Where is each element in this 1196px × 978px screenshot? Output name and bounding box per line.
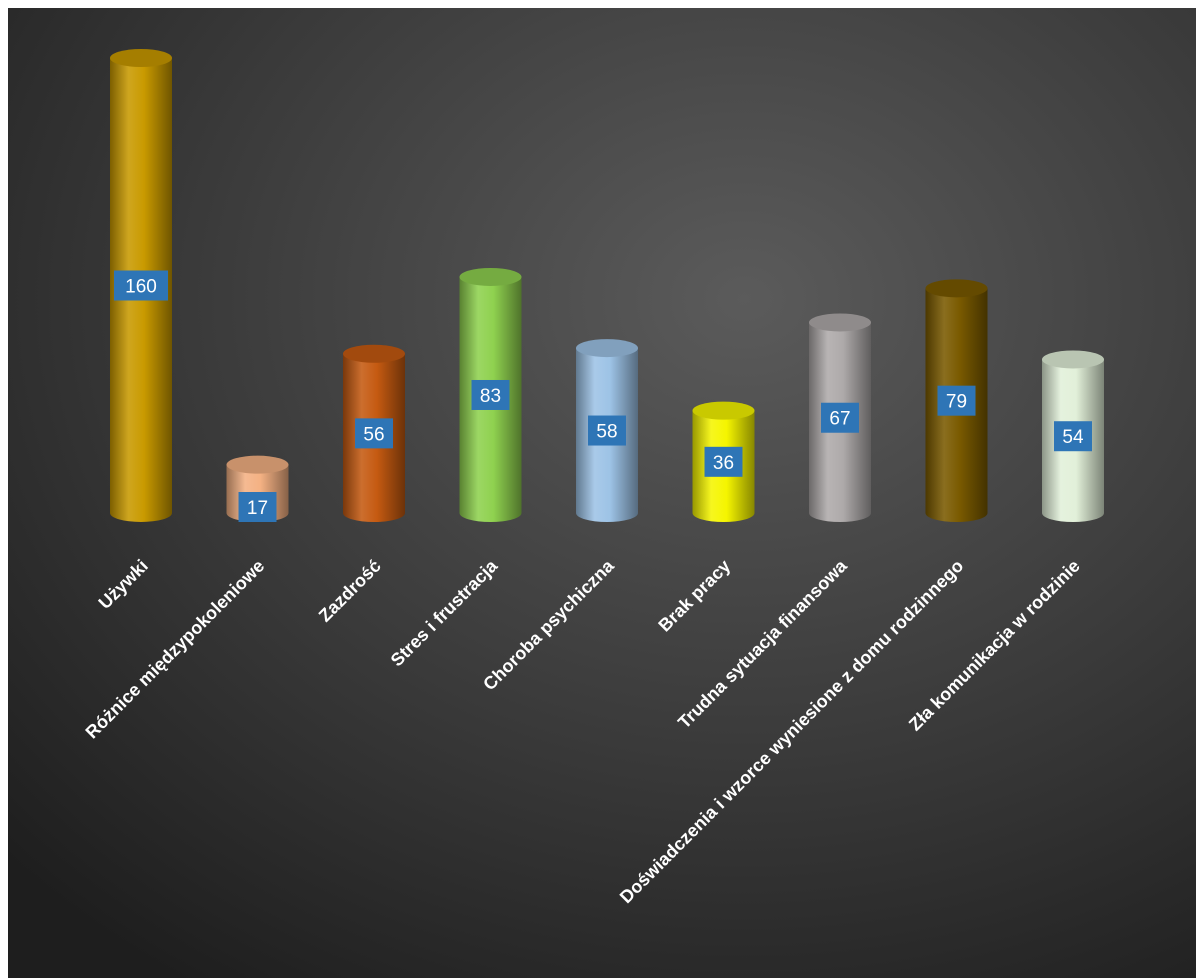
data-label-box [937,385,976,416]
data-label-box [1054,421,1092,452]
data-label-box [821,402,859,433]
data-label-box [704,446,743,477]
chart-area: 160 17 56 83 58 36 67 79 54 Używki Różnice między… [8,8,1196,978]
data-label: 160 [125,277,157,298]
data-label: 79 [946,392,967,413]
data-label-box [355,418,393,449]
bars-layer: 160 17 56 83 58 36 67 79 54 [110,49,1104,522]
bar-top [692,401,755,420]
data-label: 56 [363,424,384,445]
data-label: 36 [713,453,734,474]
bar-5: 58 [576,339,638,522]
data-label: 67 [829,409,850,430]
data-label: 17 [247,498,268,519]
bar-top [343,344,405,363]
bar-top [925,279,988,298]
bar-4: 83 [459,267,522,522]
bar-9: 54 [1042,350,1104,522]
bar-8: 79 [925,279,988,522]
bar-top [1042,350,1104,369]
bar-top [809,313,871,332]
bar-6: 36 [692,401,755,522]
data-label: 54 [1062,427,1084,448]
bar-3: 56 [343,344,405,522]
data-label-box [114,270,168,301]
data-label-box [238,492,277,522]
bar-top [576,339,638,358]
data-label: 58 [596,422,617,443]
bar-1: 160 [110,49,172,522]
data-label-box [471,379,510,410]
bar-top [110,49,172,67]
bar-top [226,455,289,474]
data-label: 83 [480,386,501,407]
bar-7: 67 [809,313,871,522]
bar-top [459,267,522,286]
bar-2: 17 [226,455,289,522]
data-label-box [588,415,626,446]
